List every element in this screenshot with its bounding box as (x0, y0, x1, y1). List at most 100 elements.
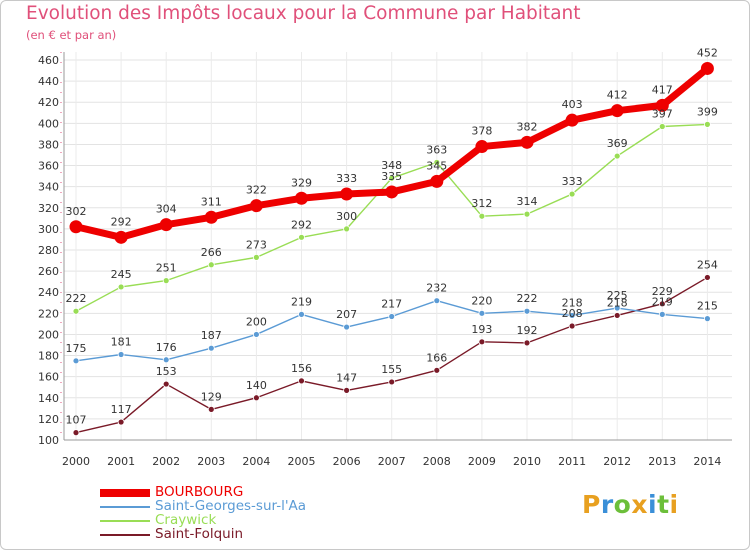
data-point (658, 123, 666, 130)
data-point (207, 405, 215, 413)
x-tick-label: 2006 (333, 455, 361, 468)
data-label: 192 (517, 324, 538, 337)
y-tick-label: 400 (38, 117, 59, 130)
data-point (159, 218, 173, 232)
y-tick-label: 420 (38, 96, 59, 109)
data-point (568, 190, 576, 198)
data-point (252, 331, 260, 338)
data-point (433, 297, 441, 305)
x-tick-label: 2011 (558, 455, 586, 468)
data-label: 382 (517, 120, 538, 133)
x-tick-label: 2003 (197, 455, 225, 468)
x-tick-label: 2005 (288, 455, 316, 468)
data-point (385, 185, 399, 199)
data-label: 397 (652, 108, 673, 121)
legend-item: Saint-Folquin (100, 526, 360, 542)
data-point (658, 300, 666, 308)
data-label: 155 (381, 363, 402, 376)
data-label: 208 (562, 307, 583, 320)
x-tick-label: 2001 (107, 455, 135, 468)
data-point (658, 310, 666, 318)
data-point (433, 158, 441, 166)
legend-label: BOURBOURG (155, 484, 244, 500)
y-tick-label: 440 (38, 75, 59, 88)
data-point (475, 140, 489, 154)
data-point (72, 429, 80, 437)
y-tick-label: 460 (38, 54, 59, 67)
data-label: 187 (201, 329, 222, 342)
data-point (704, 120, 711, 128)
data-label: 335 (381, 170, 402, 183)
y-tick-label: 240 (38, 286, 59, 299)
data-point (295, 191, 308, 205)
data-label: 348 (381, 159, 402, 172)
y-tick-label: 380 (38, 138, 59, 151)
x-tick-label: 2013 (648, 455, 676, 468)
data-label: 147 (336, 371, 357, 384)
data-point (340, 187, 354, 201)
data-label: 266 (201, 246, 222, 259)
data-label: 217 (381, 298, 402, 311)
data-point (207, 261, 215, 269)
data-point (700, 61, 714, 75)
data-point (162, 277, 170, 285)
legend-item: Saint-Georges-sur-l'Aa (100, 498, 360, 514)
y-tick-label: 100 (38, 434, 59, 447)
data-point (433, 366, 441, 374)
data-label: 220 (471, 294, 492, 307)
data-label: 215 (697, 300, 718, 313)
data-label: 452 (697, 46, 718, 59)
x-tick-label: 2014 (693, 455, 721, 468)
data-point (478, 212, 486, 220)
data-point (568, 312, 576, 319)
data-label: 251 (156, 262, 177, 275)
data-point (343, 386, 351, 394)
data-label: 181 (111, 336, 132, 349)
chart-title: Evolution des Impôts locaux pour la Comm… (26, 3, 581, 24)
data-point (520, 135, 534, 149)
data-label: 245 (111, 268, 132, 281)
legend-swatch (100, 520, 150, 522)
data-label: 311 (201, 195, 222, 208)
x-tick-label: 2008 (423, 455, 451, 468)
data-point (298, 310, 305, 318)
data-label: 175 (66, 342, 87, 355)
data-label: 207 (336, 308, 357, 321)
data-point (704, 315, 711, 323)
data-point (72, 357, 80, 365)
data-point (430, 174, 444, 188)
data-point (388, 313, 396, 320)
data-label: 333 (336, 172, 357, 185)
legend-item: BOURBOURG (100, 484, 360, 500)
x-tick-label: 2010 (513, 455, 541, 468)
x-tick-label: 2007 (378, 455, 406, 468)
data-label: 254 (697, 258, 718, 271)
data-label: 222 (66, 292, 87, 305)
legend-item: Craywick (100, 512, 360, 528)
data-label: 107 (66, 414, 87, 427)
legend-label: Saint-Folquin (155, 526, 244, 542)
chart-subtitle: (en € et par an) (26, 28, 117, 42)
data-point (162, 356, 170, 364)
data-label: 166 (426, 351, 447, 364)
data-point (610, 104, 624, 118)
data-label: 117 (111, 403, 132, 416)
x-tick-label: 2009 (468, 455, 496, 468)
data-label: 369 (607, 137, 628, 150)
data-label: 218 (607, 296, 628, 309)
y-tick-label: 200 (38, 328, 59, 341)
data-label: 176 (156, 341, 177, 354)
data-point (613, 152, 621, 160)
y-tick-label: 280 (38, 244, 59, 257)
data-label: 378 (471, 125, 492, 138)
y-tick-label: 220 (38, 307, 59, 320)
y-tick-label: 140 (38, 392, 59, 405)
data-point (298, 377, 305, 385)
data-point (69, 220, 83, 234)
data-point (72, 307, 80, 315)
data-label: 412 (607, 89, 628, 102)
data-point (568, 322, 576, 330)
data-label: 273 (246, 238, 267, 251)
y-tick-label: 180 (38, 350, 59, 363)
